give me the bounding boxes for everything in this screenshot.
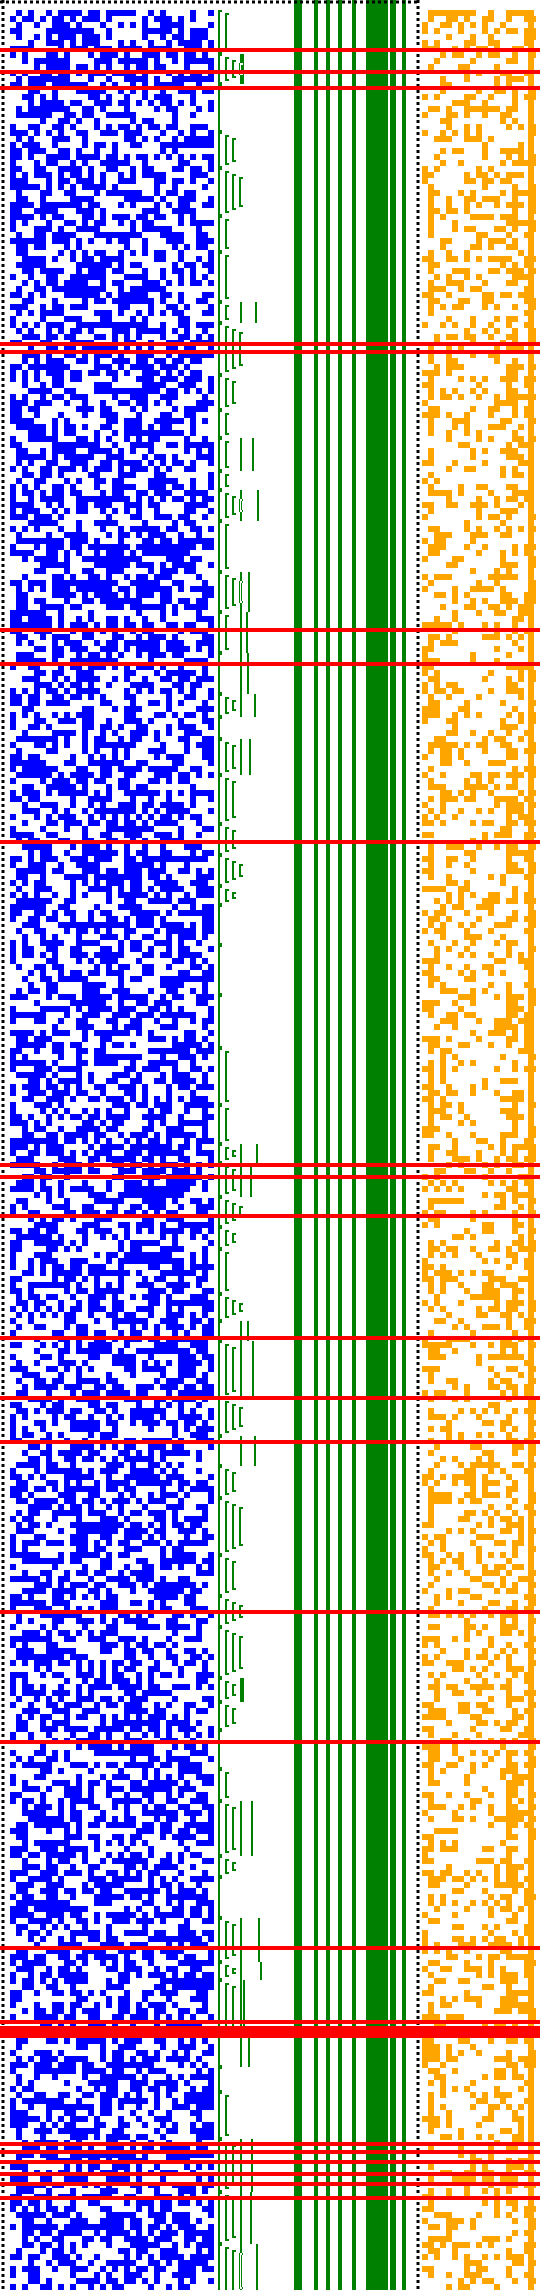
red-line-15 — [0, 1610, 540, 1614]
red-line-25 — [0, 2172, 540, 2176]
green-bar-5 — [352, 0, 356, 2290]
red-line-10 — [0, 1175, 540, 1179]
red-line-14 — [0, 1440, 540, 1444]
green-bar-7 — [390, 0, 396, 2290]
green-bar-1 — [294, 0, 302, 2290]
red-line-7 — [0, 662, 540, 666]
red-line-4 — [0, 342, 540, 346]
green-bar-2 — [314, 0, 318, 2290]
red-line-24 — [0, 2160, 540, 2164]
green-bar-6 — [366, 0, 388, 2290]
red-line-17 — [0, 1946, 540, 1950]
red-line-1 — [0, 48, 540, 52]
blue-noise-field — [10, 10, 214, 2290]
red-line-20 — [0, 2030, 540, 2034]
red-line-26 — [0, 2182, 540, 2186]
orange-noise-field — [422, 10, 536, 2290]
red-line-16 — [0, 1740, 540, 1744]
red-line-23 — [0, 2150, 540, 2154]
green-bracket-column — [218, 10, 262, 2290]
red-line-2 — [0, 70, 540, 74]
green-bar-4 — [338, 0, 342, 2290]
red-horizontal-lines — [0, 48, 540, 2200]
green-bar-3 — [326, 0, 330, 2290]
red-line-19 — [0, 2026, 540, 2030]
red-line-13 — [0, 1396, 540, 1400]
red-line-6 — [0, 628, 540, 632]
red-line-5 — [0, 350, 540, 354]
red-line-11 — [0, 1214, 540, 1218]
orange-edge-bar — [528, 10, 534, 2290]
red-line-12 — [0, 1336, 540, 1340]
green-bracket-shapes — [218, 10, 262, 2290]
red-line-3 — [0, 86, 540, 90]
red-line-18 — [0, 2020, 540, 2024]
red-line-8 — [0, 840, 540, 844]
dotted-borders — [0, 0, 420, 2290]
green-vertical-bars — [294, 0, 406, 2290]
orange-noise-cells — [422, 10, 536, 2290]
blue-noise-cells — [10, 10, 214, 2290]
red-line-22 — [0, 2142, 540, 2146]
red-line-21 — [0, 2034, 540, 2038]
red-line-9 — [0, 1163, 540, 1167]
red-line-27 — [0, 2196, 540, 2200]
green-bar-8 — [402, 0, 406, 2290]
